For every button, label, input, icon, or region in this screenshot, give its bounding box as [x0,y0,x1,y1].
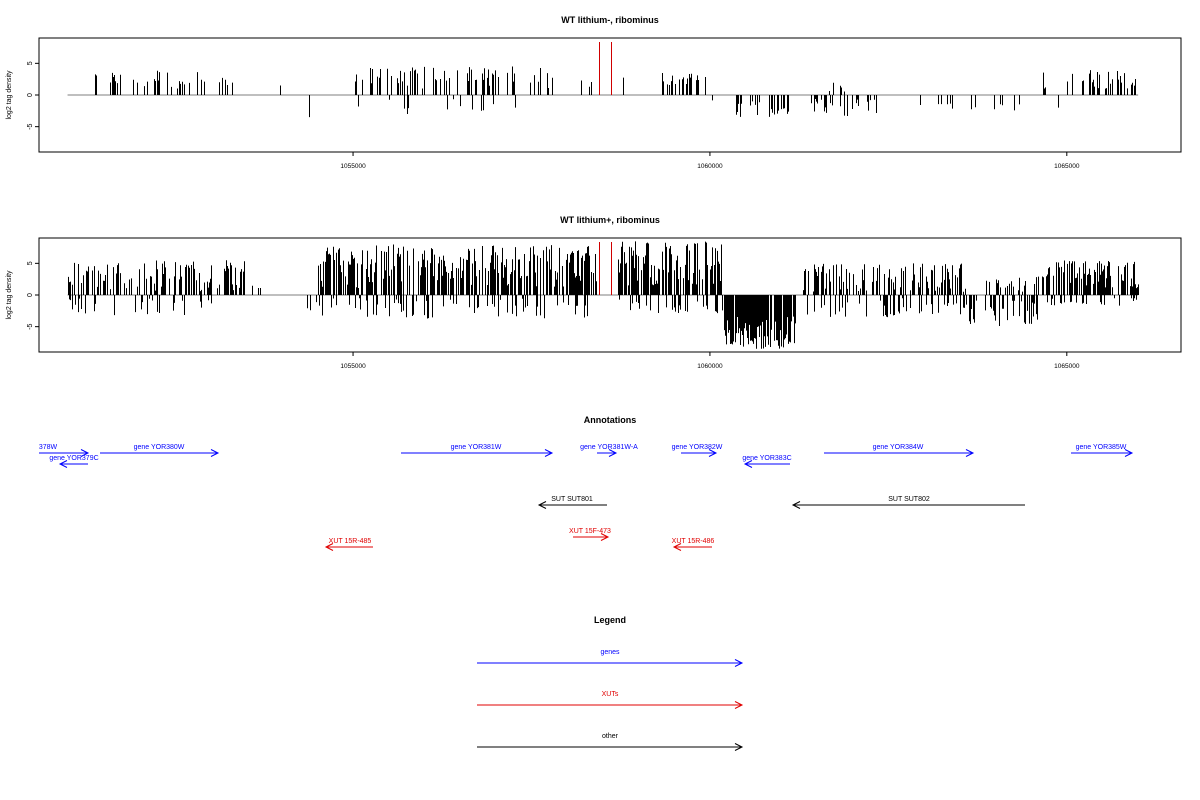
y-axis-label: log2 tag density [6,70,13,120]
y-tick-label: 5 [27,261,34,265]
annotation-feature: gene YOR382W [672,444,723,457]
annotation-feature: gene YOR383C [742,455,792,468]
feature-label: 378W [39,444,58,451]
feature-label: gene YOR381W [451,444,502,451]
arrow-head-icon [743,460,753,468]
axes: -5 0 5 1055000 1060000 1065000 [27,61,1080,170]
legend-title: Legend [594,615,626,625]
feature-label: XUT 15R-486 [672,538,715,545]
y-tick-label: -5 [27,123,34,129]
arrow-head-icon [734,659,744,667]
feature-markers [599,42,612,95]
feature-markers [599,242,612,295]
arrow-head-icon [80,449,90,457]
annotation-feature: gene YOR384W [824,444,975,457]
x-tick-label: 1065000 [1054,363,1080,370]
x-tick-label: 1060000 [697,363,723,370]
legend-label: genes [600,649,620,656]
track-panel-lithium-minus: WT lithium-, ribominus log2 tag density … [6,15,1182,170]
x-tick-label: 1060000 [697,163,723,170]
annotation-feature: SUT SUT802 [791,496,1025,509]
legend-item: genes [477,649,744,667]
legend-label: other [602,733,619,740]
arrow-head-icon [734,743,744,751]
annotation-feature: SUT SUT801 [537,496,607,509]
feature-label: gene YOR382W [672,444,723,451]
annotation-feature: gene YOR379C [49,455,99,468]
legend: Legend genes XUTs other [477,615,744,751]
arrow-head-icon [708,449,718,457]
arrow-head-icon [791,501,801,509]
annotation-feature: XUT 15F-473 [569,528,611,541]
feature-label: gene YOR380W [134,444,185,451]
feature-label: SUT SUT802 [888,496,930,503]
annotations-title: Annotations [584,415,637,425]
feature-label: gene YOR381W-A [580,444,638,451]
density-bars [67,66,1139,118]
feature-label: SUT SUT801 [551,496,593,503]
legend-item: other [477,733,744,751]
arrow-head-icon [210,449,220,457]
feature-label: gene YOR383C [742,455,791,462]
arrow-head-icon [965,449,975,457]
x-tick-label: 1055000 [340,363,366,370]
y-axis-label: log2 tag density [6,270,13,320]
arrow-head-icon [1124,449,1134,457]
feature-label: XUT 15F-473 [569,528,611,535]
y-tick-label: 0 [27,93,34,97]
annotation-feature: gene YOR381W [401,444,554,457]
annotations-panel: Annotations 378W gene YOR379C gene YOR380W… [39,415,1134,551]
track-title: WT lithium-, ribominus [561,15,659,25]
annotation-feature: gene YOR380W [100,444,220,457]
feature-label: gene YOR384W [873,444,924,451]
x-tick-label: 1055000 [340,163,366,170]
arrow-head-icon [324,543,334,551]
arrow-head-icon [600,533,610,541]
feature-label: gene YOR385W [1076,444,1127,451]
axes: -5 0 5 1055000 1060000 1065000 [27,261,1080,370]
y-tick-label: 0 [27,293,34,297]
annotation-feature: XUT 15R-486 [672,538,715,551]
density-bars [67,241,1139,349]
track-panel-lithium-plus: WT lithium+, ribominus log2 tag density … [6,215,1182,370]
annotation-feature: 378W [39,444,90,457]
y-tick-label: -5 [27,323,34,329]
annotation-features: 378W gene YOR379C gene YOR380W gene YOR381W… [39,444,1134,551]
annotation-feature: XUT 15R-485 [324,538,373,551]
feature-label: XUT 15R-485 [329,538,372,545]
arrow-head-icon [734,701,744,709]
arrow-head-icon [58,460,68,468]
arrow-head-icon [537,501,547,509]
track-title: WT lithium+, ribominus [560,215,660,225]
legend-item: XUTs [477,691,744,709]
arrow-head-icon [544,449,554,457]
annotation-feature: gene YOR385W [1071,444,1134,457]
legend-items: genes XUTs other [477,649,744,751]
annotation-feature: gene YOR381W-A [580,444,638,457]
legend-label: XUTs [602,691,619,698]
feature-label: gene YOR379C [49,455,98,462]
arrow-head-icon [608,449,618,457]
arrow-head-icon [672,543,682,551]
x-tick-label: 1065000 [1054,163,1080,170]
y-tick-label: 5 [27,61,34,65]
